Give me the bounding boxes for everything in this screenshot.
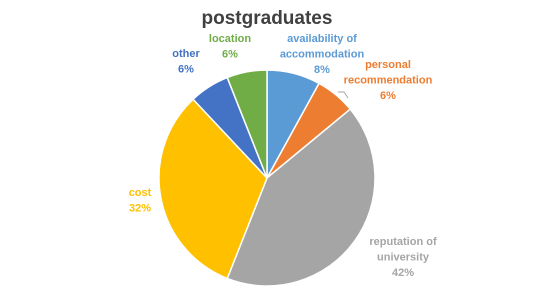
category-label: cost — [129, 187, 152, 199]
category-label: availability of accommodation — [280, 33, 365, 61]
value-label: 42% — [392, 267, 414, 279]
pie-slice — [226, 69, 268, 179]
category-label-line: reputation of — [369, 236, 437, 248]
category-label: location — [209, 33, 251, 45]
pie-slice — [158, 98, 268, 280]
category-label-line: personal — [365, 59, 411, 71]
category-label-line: cost — [129, 187, 152, 199]
category-label-line: other — [172, 48, 200, 60]
category-label-line: recommendation — [344, 75, 433, 87]
value-label: 6% — [178, 64, 194, 76]
value-label: 32% — [129, 203, 151, 215]
pie-slice — [226, 108, 376, 287]
category-label: reputation of university — [369, 236, 437, 264]
category-label-line: accommodation — [280, 49, 365, 61]
category-label: personal recommendation — [344, 59, 433, 87]
value-label: 6% — [380, 90, 396, 102]
category-label-line: university — [377, 252, 430, 264]
category-label: other — [172, 48, 200, 60]
category-label-line: availability of — [287, 33, 357, 45]
value-label: 6% — [222, 49, 238, 61]
value-label: 8% — [314, 64, 330, 76]
category-label-line: location — [209, 33, 251, 45]
chart-title: postgraduates — [202, 8, 333, 29]
leader-line — [338, 91, 349, 99]
